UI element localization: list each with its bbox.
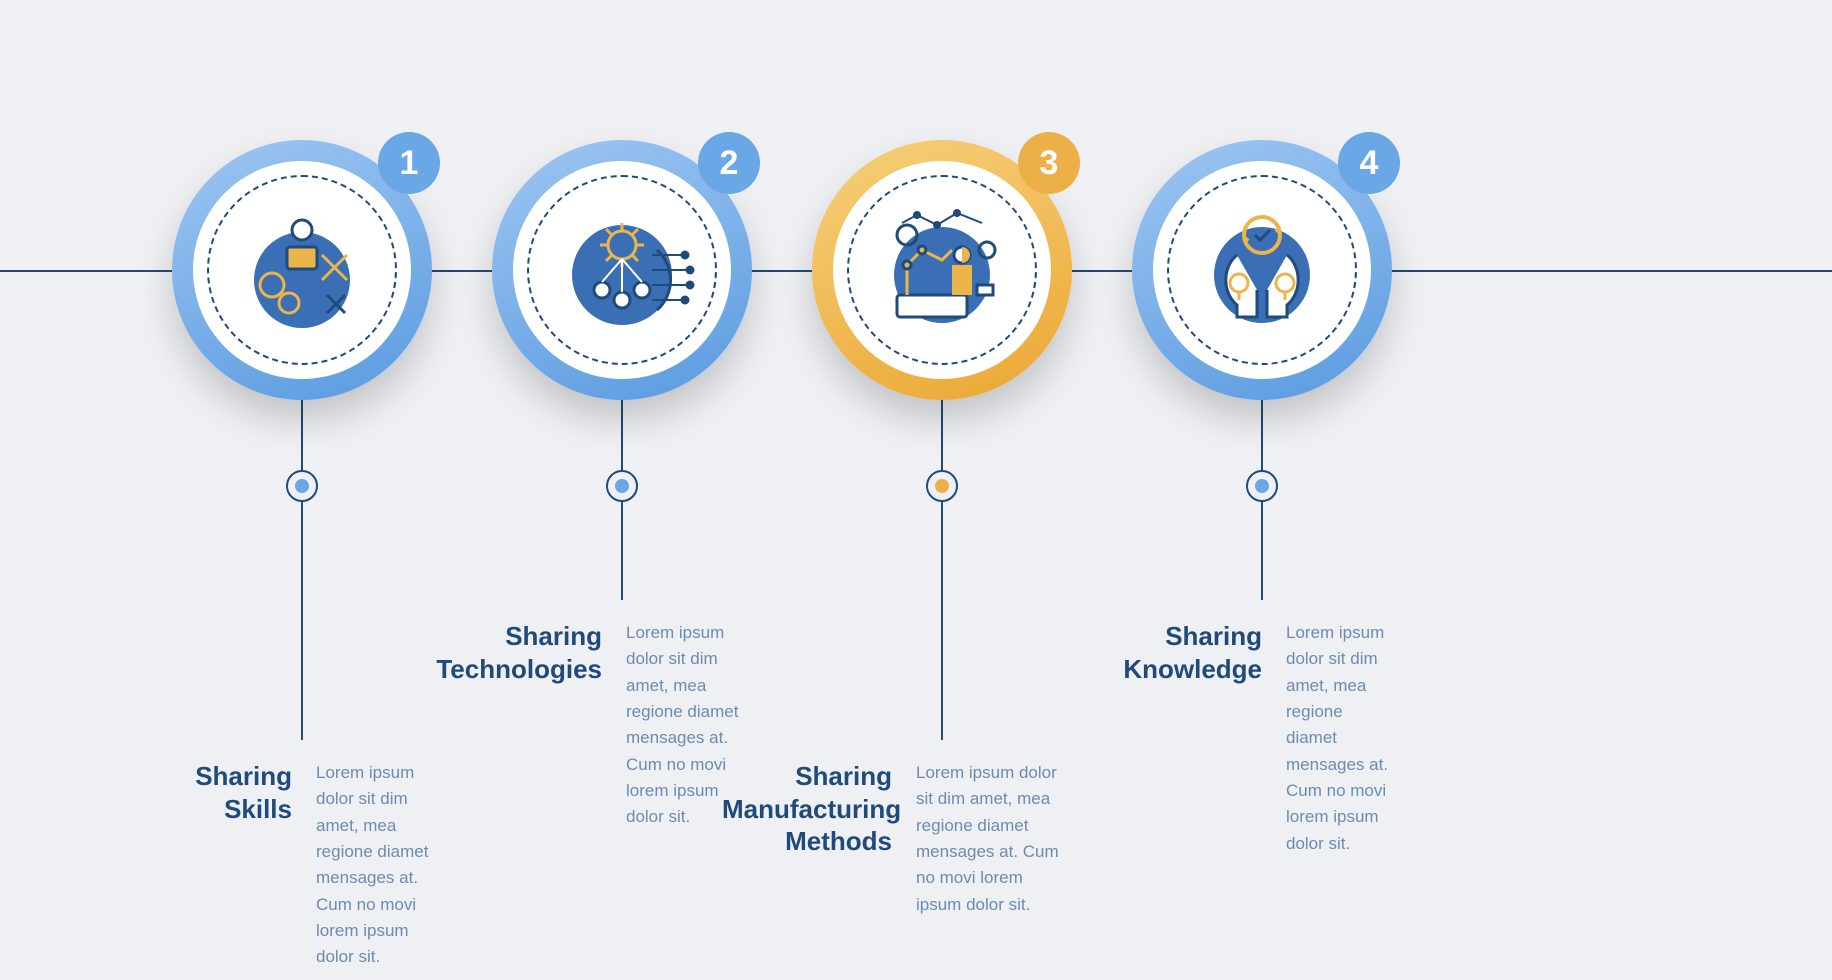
infographic-step: 3 Sharing Manufacturing MethodsLorem ips…	[812, 140, 1072, 400]
step-ring-inner	[1153, 161, 1371, 379]
step-icon	[867, 195, 1017, 345]
connector-dot-inner	[295, 479, 309, 493]
connector-stem	[941, 400, 943, 740]
connector-dot	[926, 470, 958, 502]
connector-dot-inner	[1255, 479, 1269, 493]
connector-dot	[286, 470, 318, 502]
step-number-badge: 2	[698, 132, 760, 194]
step-text: Sharing Manufacturing MethodsLorem ipsum…	[722, 760, 1072, 918]
step-text: Sharing Knowledge Lorem ipsum dolor sit d…	[1092, 620, 1392, 857]
step-ring-inner	[513, 161, 731, 379]
step-title: Sharing Knowledge	[1092, 620, 1262, 685]
step-icon	[227, 195, 377, 345]
infographic-step: 2 Sharing TechnologiesLorem ipsum dolor …	[492, 140, 752, 400]
step-title: Sharing Manufacturing Methods	[722, 760, 892, 858]
step-body: Lorem ipsum dolor sit dim amet, mea regi…	[316, 760, 432, 971]
step-text: Sharing Skills Lorem ipsum dolor sit dim …	[122, 760, 432, 971]
connector-dot-inner	[935, 479, 949, 493]
connector-dot-inner	[615, 479, 629, 493]
step-title: Sharing Technologies	[432, 620, 602, 685]
step-body: Lorem ipsum dolor sit dim amet, mea regi…	[1286, 620, 1392, 857]
step-number-badge: 3	[1018, 132, 1080, 194]
step-number-badge: 4	[1338, 132, 1400, 194]
infographic-step: 1 Sharing SkillsLorem ipsum dolor sit di…	[172, 140, 432, 400]
connector-dot	[606, 470, 638, 502]
infographic-stage: 1 Sharing Skills Lorem ipsum dolor sit di…	[0, 0, 1832, 980]
step-ring-inner	[833, 161, 1051, 379]
infographic-step: 4 Sharing KnowledgeLorem ipsum dolor sit…	[1132, 140, 1392, 400]
step-text: Sharing TechnologiesLorem ipsum dolor si…	[432, 620, 752, 831]
connector-stem	[301, 400, 303, 740]
step-icon	[547, 195, 697, 345]
step-body: Lorem ipsum dolor sit dim amet, mea regi…	[916, 760, 1072, 918]
step-icon	[1187, 195, 1337, 345]
step-ring-inner	[193, 161, 411, 379]
connector-dot	[1246, 470, 1278, 502]
step-title: Sharing Skills	[122, 760, 292, 825]
step-number-badge: 1	[378, 132, 440, 194]
